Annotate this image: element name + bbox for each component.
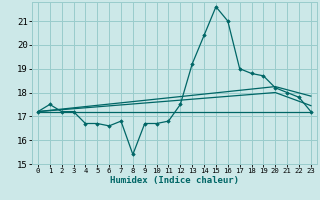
X-axis label: Humidex (Indice chaleur): Humidex (Indice chaleur) (110, 176, 239, 185)
